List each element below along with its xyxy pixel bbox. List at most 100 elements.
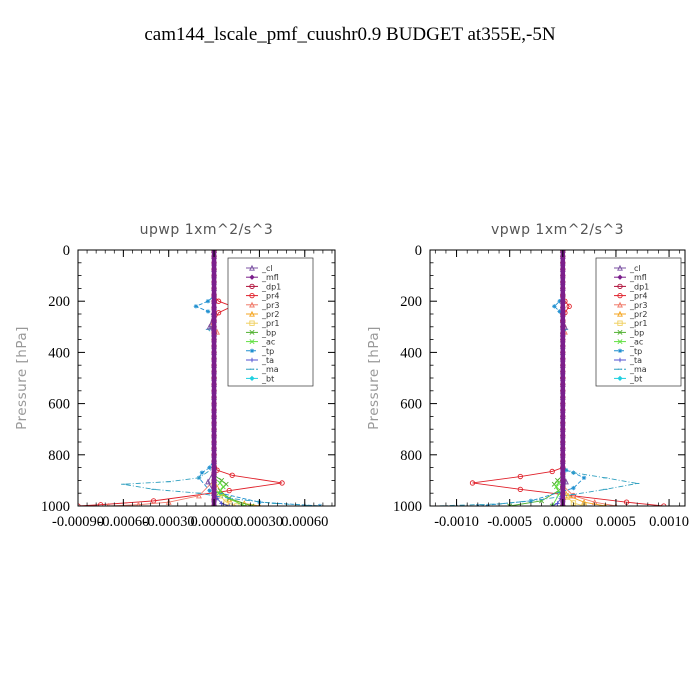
data-point <box>199 470 205 475</box>
legend-label: _ma <box>261 365 279 374</box>
data-point <box>279 480 285 486</box>
data-point <box>196 492 202 499</box>
data-point <box>560 445 566 452</box>
data-point <box>560 324 566 330</box>
series-group <box>433 250 667 506</box>
legend-marker <box>617 357 623 363</box>
data-point <box>563 467 569 473</box>
data-point <box>507 503 513 506</box>
data-point <box>560 330 566 336</box>
legend-marker <box>617 274 623 280</box>
data-point <box>211 471 217 477</box>
data-point <box>211 388 217 394</box>
data-point <box>211 260 217 266</box>
data-point <box>211 356 217 362</box>
y-axis-label: Pressure [hPa] <box>14 326 30 430</box>
data-point <box>560 349 566 356</box>
data-point <box>581 475 587 481</box>
data-point <box>211 381 217 388</box>
data-point <box>560 336 566 343</box>
x-tick-label: 0.00000 <box>190 514 237 530</box>
data-point <box>229 472 235 478</box>
legend-label: _ma <box>629 365 647 374</box>
y-tick-label: 200 <box>48 294 70 310</box>
data-point <box>555 501 560 506</box>
legend-marker <box>249 283 255 290</box>
x-tick-label: -0.0010 <box>434 514 479 530</box>
data-point <box>219 477 225 483</box>
data-point <box>211 420 217 426</box>
data-point <box>205 478 211 485</box>
data-point <box>98 502 104 506</box>
legend-marker <box>617 301 623 308</box>
legend-label: _cl <box>629 264 641 273</box>
data-point <box>205 309 211 314</box>
data-point <box>560 388 566 394</box>
x-tick-label: -0.0005 <box>487 514 532 530</box>
data-point <box>211 330 217 336</box>
legend-label: _cl <box>261 264 273 273</box>
legend-marker <box>617 375 623 382</box>
data-point <box>211 311 217 317</box>
y-tick-label: 800 <box>48 448 70 464</box>
data-point <box>206 323 213 330</box>
x-tick-label: 0.0010 <box>649 514 689 530</box>
legend-marker <box>617 310 623 317</box>
legend-label: _tp <box>629 347 642 356</box>
data-point <box>211 464 217 471</box>
y-tick-label: 600 <box>400 397 422 413</box>
data-point <box>211 484 217 490</box>
legend-label: _mfl <box>629 273 647 282</box>
legend-marker <box>249 320 255 326</box>
data-point <box>211 279 217 285</box>
data-point <box>566 303 572 309</box>
data-point <box>560 426 566 432</box>
series-group <box>78 250 323 506</box>
data-point <box>560 484 566 490</box>
data-point <box>207 465 212 470</box>
data-point <box>223 499 229 505</box>
legend-label: _mfl <box>261 273 279 282</box>
x-tick-label: 0.0000 <box>543 514 583 530</box>
data-point <box>211 266 217 272</box>
legend-label: _pr1 <box>261 319 279 328</box>
legend-label: _bp <box>261 328 276 337</box>
legend-label: _bp <box>629 328 644 337</box>
data-point <box>211 394 217 400</box>
data-point <box>211 439 217 445</box>
y-tick-label: 200 <box>400 294 422 310</box>
data-point <box>560 317 566 324</box>
data-point <box>517 473 523 480</box>
data-point <box>552 304 557 309</box>
x-tick-label: 0.0005 <box>596 514 636 530</box>
data-point <box>560 439 566 445</box>
data-point <box>560 285 566 292</box>
data-point <box>469 480 476 486</box>
y-tick-label: 600 <box>48 397 70 413</box>
legend-label: _pr3 <box>261 301 279 310</box>
y-axis-label: Pressure [hPa] <box>366 326 382 430</box>
data-point <box>560 266 566 272</box>
x-tick-label: 0.00060 <box>281 514 328 530</box>
legend-label: _dp1 <box>261 282 281 291</box>
data-point <box>207 488 212 493</box>
data-point <box>211 477 217 484</box>
data-point <box>560 394 566 400</box>
series-mfl <box>211 250 217 506</box>
data-point <box>193 304 199 309</box>
data-point <box>556 480 562 486</box>
data-point <box>560 260 566 266</box>
y-tick-label: 800 <box>400 448 422 464</box>
data-point <box>560 413 566 420</box>
legend-label: _pr1 <box>629 319 647 328</box>
legend-label: _bt <box>261 374 274 383</box>
x-tick-label: -0.00060 <box>97 514 149 530</box>
legend-marker <box>249 339 255 345</box>
legend: _cl_mfl_dp1_pr4_pr3_pr2_pr1_bp_ac_tp_ta_… <box>227 257 314 387</box>
data-point <box>560 298 566 304</box>
figure-title: cam144_lscale_pmf_cuushr0.9 BUDGET at355… <box>144 24 556 45</box>
series-line <box>477 250 585 506</box>
data-point <box>560 368 566 375</box>
y-tick-label: 0 <box>63 243 70 259</box>
series-mfl <box>560 250 566 506</box>
